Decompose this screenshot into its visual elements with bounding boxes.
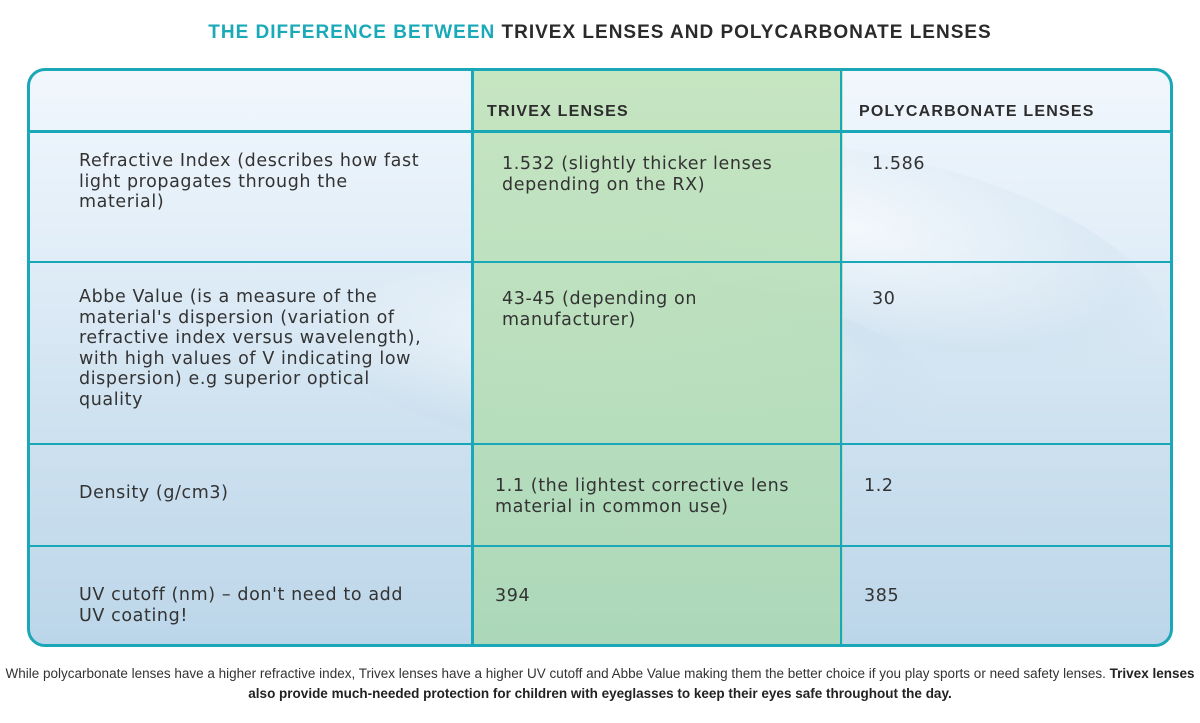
column-divider	[840, 71, 842, 644]
title-accent: THE DIFFERENCE BETWEEN	[208, 22, 496, 43]
header-polycarbonate: POLYCARBONATE LENSES	[859, 103, 1095, 120]
title-rest: TRIVEX LENSES AND POLYCARBONATE LENSES	[501, 22, 992, 43]
footer-bold: Trivex lenses also provide much-needed p…	[248, 666, 1195, 701]
column-divider	[471, 71, 474, 644]
row-divider	[30, 261, 1170, 263]
row-refractive-trivex: 1.532 (slightly thicker lenses depending…	[502, 154, 773, 195]
page-title: THE DIFFERENCE BETWEEN TRIVEX LENSES AND…	[0, 22, 1200, 44]
row-divider	[30, 130, 1170, 133]
header-trivex: TRIVEX LENSES	[487, 103, 629, 120]
row-density-property: Density (g/cm3)	[79, 483, 229, 503]
trivex-column-highlight	[474, 71, 843, 644]
row-refractive-polycarbonate: 1.586	[872, 154, 926, 174]
row-density-trivex: 1.1 (the lightest corrective lens materi…	[495, 476, 790, 517]
row-uv-trivex: 394	[495, 586, 531, 606]
row-refractive-property: Refractive Index (describes how fast lig…	[79, 151, 420, 212]
row-abbe-polycarbonate: 30	[872, 289, 896, 309]
comparison-table: TRIVEX LENSES POLYCARBONATE LENSES Refra…	[27, 68, 1173, 647]
footer-note: While polycarbonate lenses have a higher…	[0, 664, 1200, 704]
row-abbe-property: Abbe Value (is a measure of the material…	[79, 287, 422, 410]
row-density-polycarbonate: 1.2	[864, 476, 894, 496]
row-divider	[30, 545, 1170, 547]
row-abbe-trivex: 43-45 (depending on manufacturer)	[502, 289, 698, 330]
footer-normal: While polycarbonate lenses have a higher…	[5, 666, 1106, 681]
row-divider	[30, 443, 1170, 445]
row-uv-property: UV cutoff (nm) – don't need to add UV co…	[79, 585, 404, 626]
row-uv-polycarbonate: 385	[864, 586, 900, 606]
